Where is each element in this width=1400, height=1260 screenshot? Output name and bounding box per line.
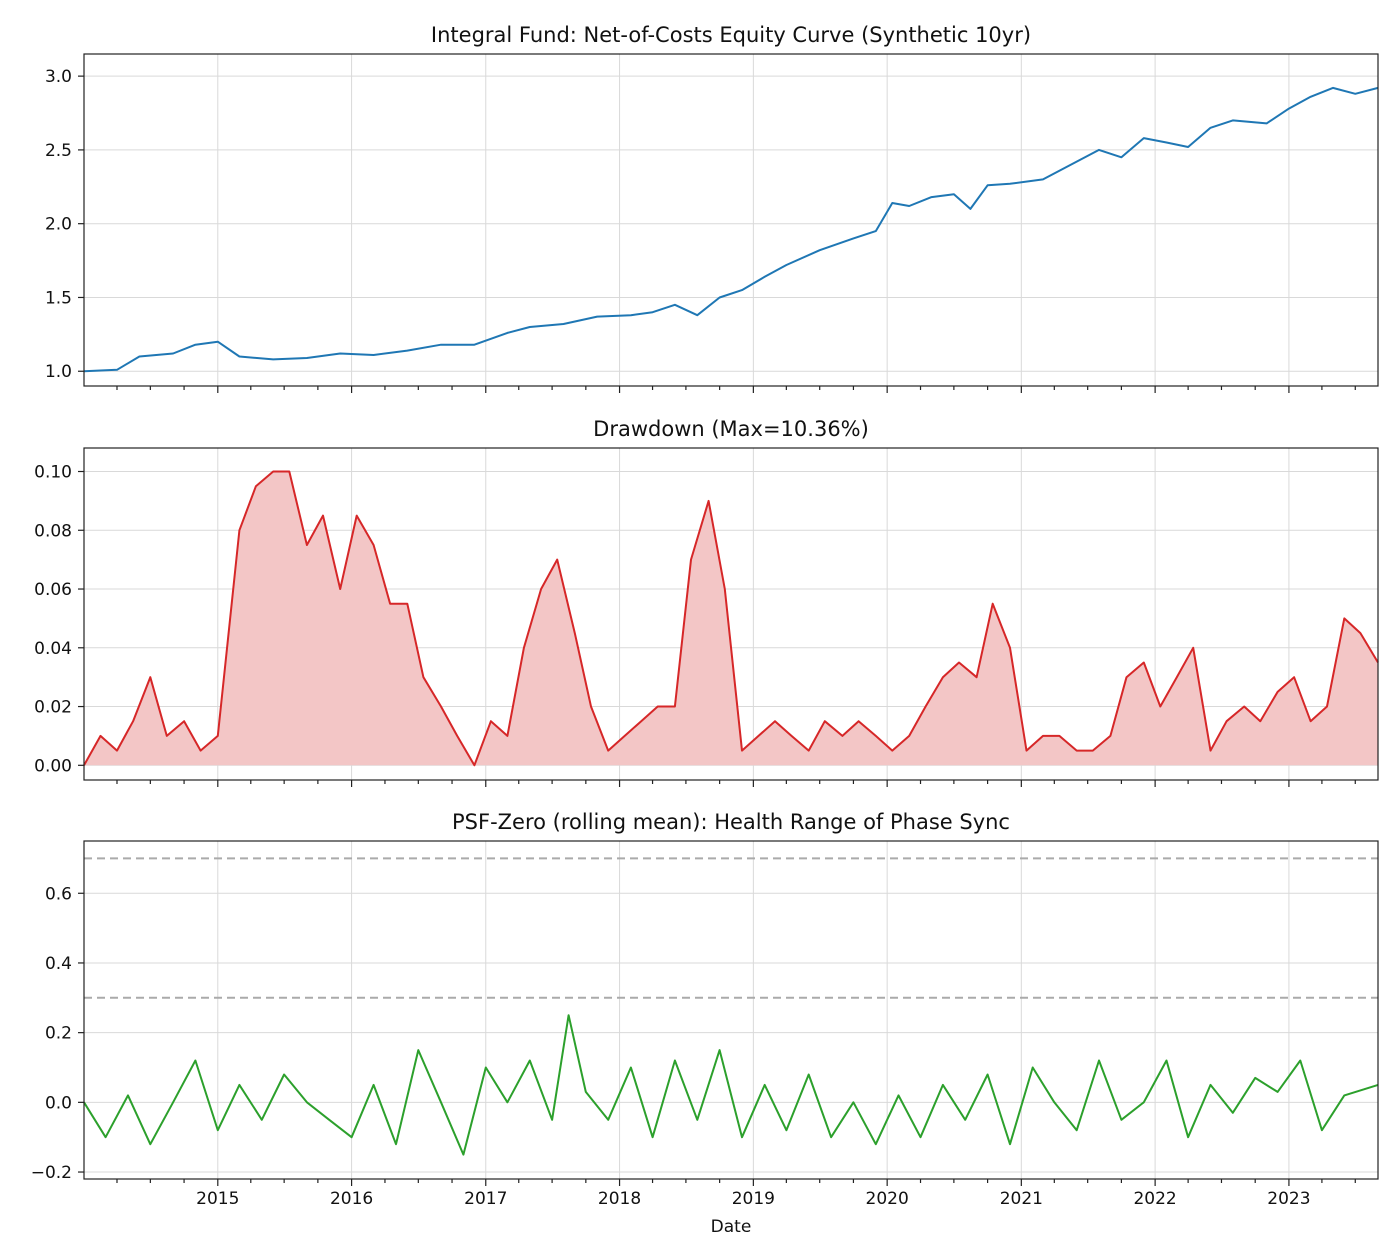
y-tick-label: 2.0 — [45, 215, 72, 235]
y-tick-label: 0.0 — [45, 1093, 72, 1113]
y-tick-label: 2.5 — [45, 141, 72, 161]
psf-marks — [83, 857, 1379, 1156]
psf-grid — [84, 841, 1378, 1179]
x-tick-label: 2019 — [732, 1189, 775, 1209]
y-tick-label: 1.5 — [45, 288, 72, 308]
series-line — [83, 1014, 1379, 1156]
psf-frame — [83, 840, 1379, 1180]
psf-ticks: 2015 2016 2017 2018 2019 2020 2021 2022 2023 −0.2… — [31, 884, 1356, 1209]
drawdown-frame — [83, 447, 1379, 781]
series-line — [83, 86, 1379, 373]
x-tick-label: 2016 — [330, 1189, 373, 1209]
y-tick-label: 0.00 — [34, 756, 72, 776]
y-tick-label: 0.08 — [34, 521, 72, 541]
equity-frame — [83, 53, 1379, 387]
y-tick-label: 0.04 — [34, 639, 72, 659]
psf-title: PSF-Zero (rolling mean): Health Range of… — [452, 810, 1010, 834]
y-tick-label: 0.02 — [34, 698, 72, 718]
x-tick-label: 2018 — [598, 1189, 641, 1209]
y-tick-label: −0.2 — [31, 1163, 72, 1183]
drawdown-panel: Drawdown (Max=10.36%) 0.000.020.040.060.… — [34, 417, 1379, 787]
x-tick-label: 2017 — [464, 1189, 507, 1209]
equity-grid — [84, 54, 1378, 386]
drawdown-area — [84, 471, 1378, 766]
drawdown-marks — [83, 470, 1379, 767]
drawdown-title: Drawdown (Max=10.36%) — [593, 417, 869, 441]
equity-panel: Integral Fund: Net-of-Costs Equity Curve… — [45, 23, 1379, 393]
y-tick-label: 0.06 — [34, 580, 72, 600]
x-tick-label: 2022 — [1133, 1189, 1176, 1209]
y-tick-label: 0.2 — [45, 1024, 72, 1044]
y-tick-label: 3.0 — [45, 67, 72, 87]
y-tick-label: 0.6 — [45, 884, 72, 904]
y-tick-label: 1.0 — [45, 362, 72, 382]
equity-title: Integral Fund: Net-of-Costs Equity Curve… — [431, 23, 1031, 47]
drawdown-ticks: 0.00 0.02 0.04 0.06 0.08 0.10 — [34, 463, 1356, 787]
equity-ticks: 1.0 1.5 2.0 2.5 3.0 — [45, 67, 1356, 393]
psf-panel: PSF-Zero (rolling mean): Health Range of… — [31, 810, 1379, 1237]
x-tick-label: 2023 — [1267, 1189, 1310, 1209]
x-tick-label: 2015 — [196, 1189, 239, 1209]
x-axis-label: Date — [711, 1217, 752, 1237]
y-tick-label: 0.4 — [45, 954, 72, 974]
x-tick-label: 2020 — [866, 1189, 909, 1209]
y-tick-label: 0.10 — [34, 463, 72, 483]
x-tick-label: 2021 — [1000, 1189, 1043, 1209]
equity-marks — [83, 86, 1379, 373]
series-line — [83, 470, 1379, 767]
